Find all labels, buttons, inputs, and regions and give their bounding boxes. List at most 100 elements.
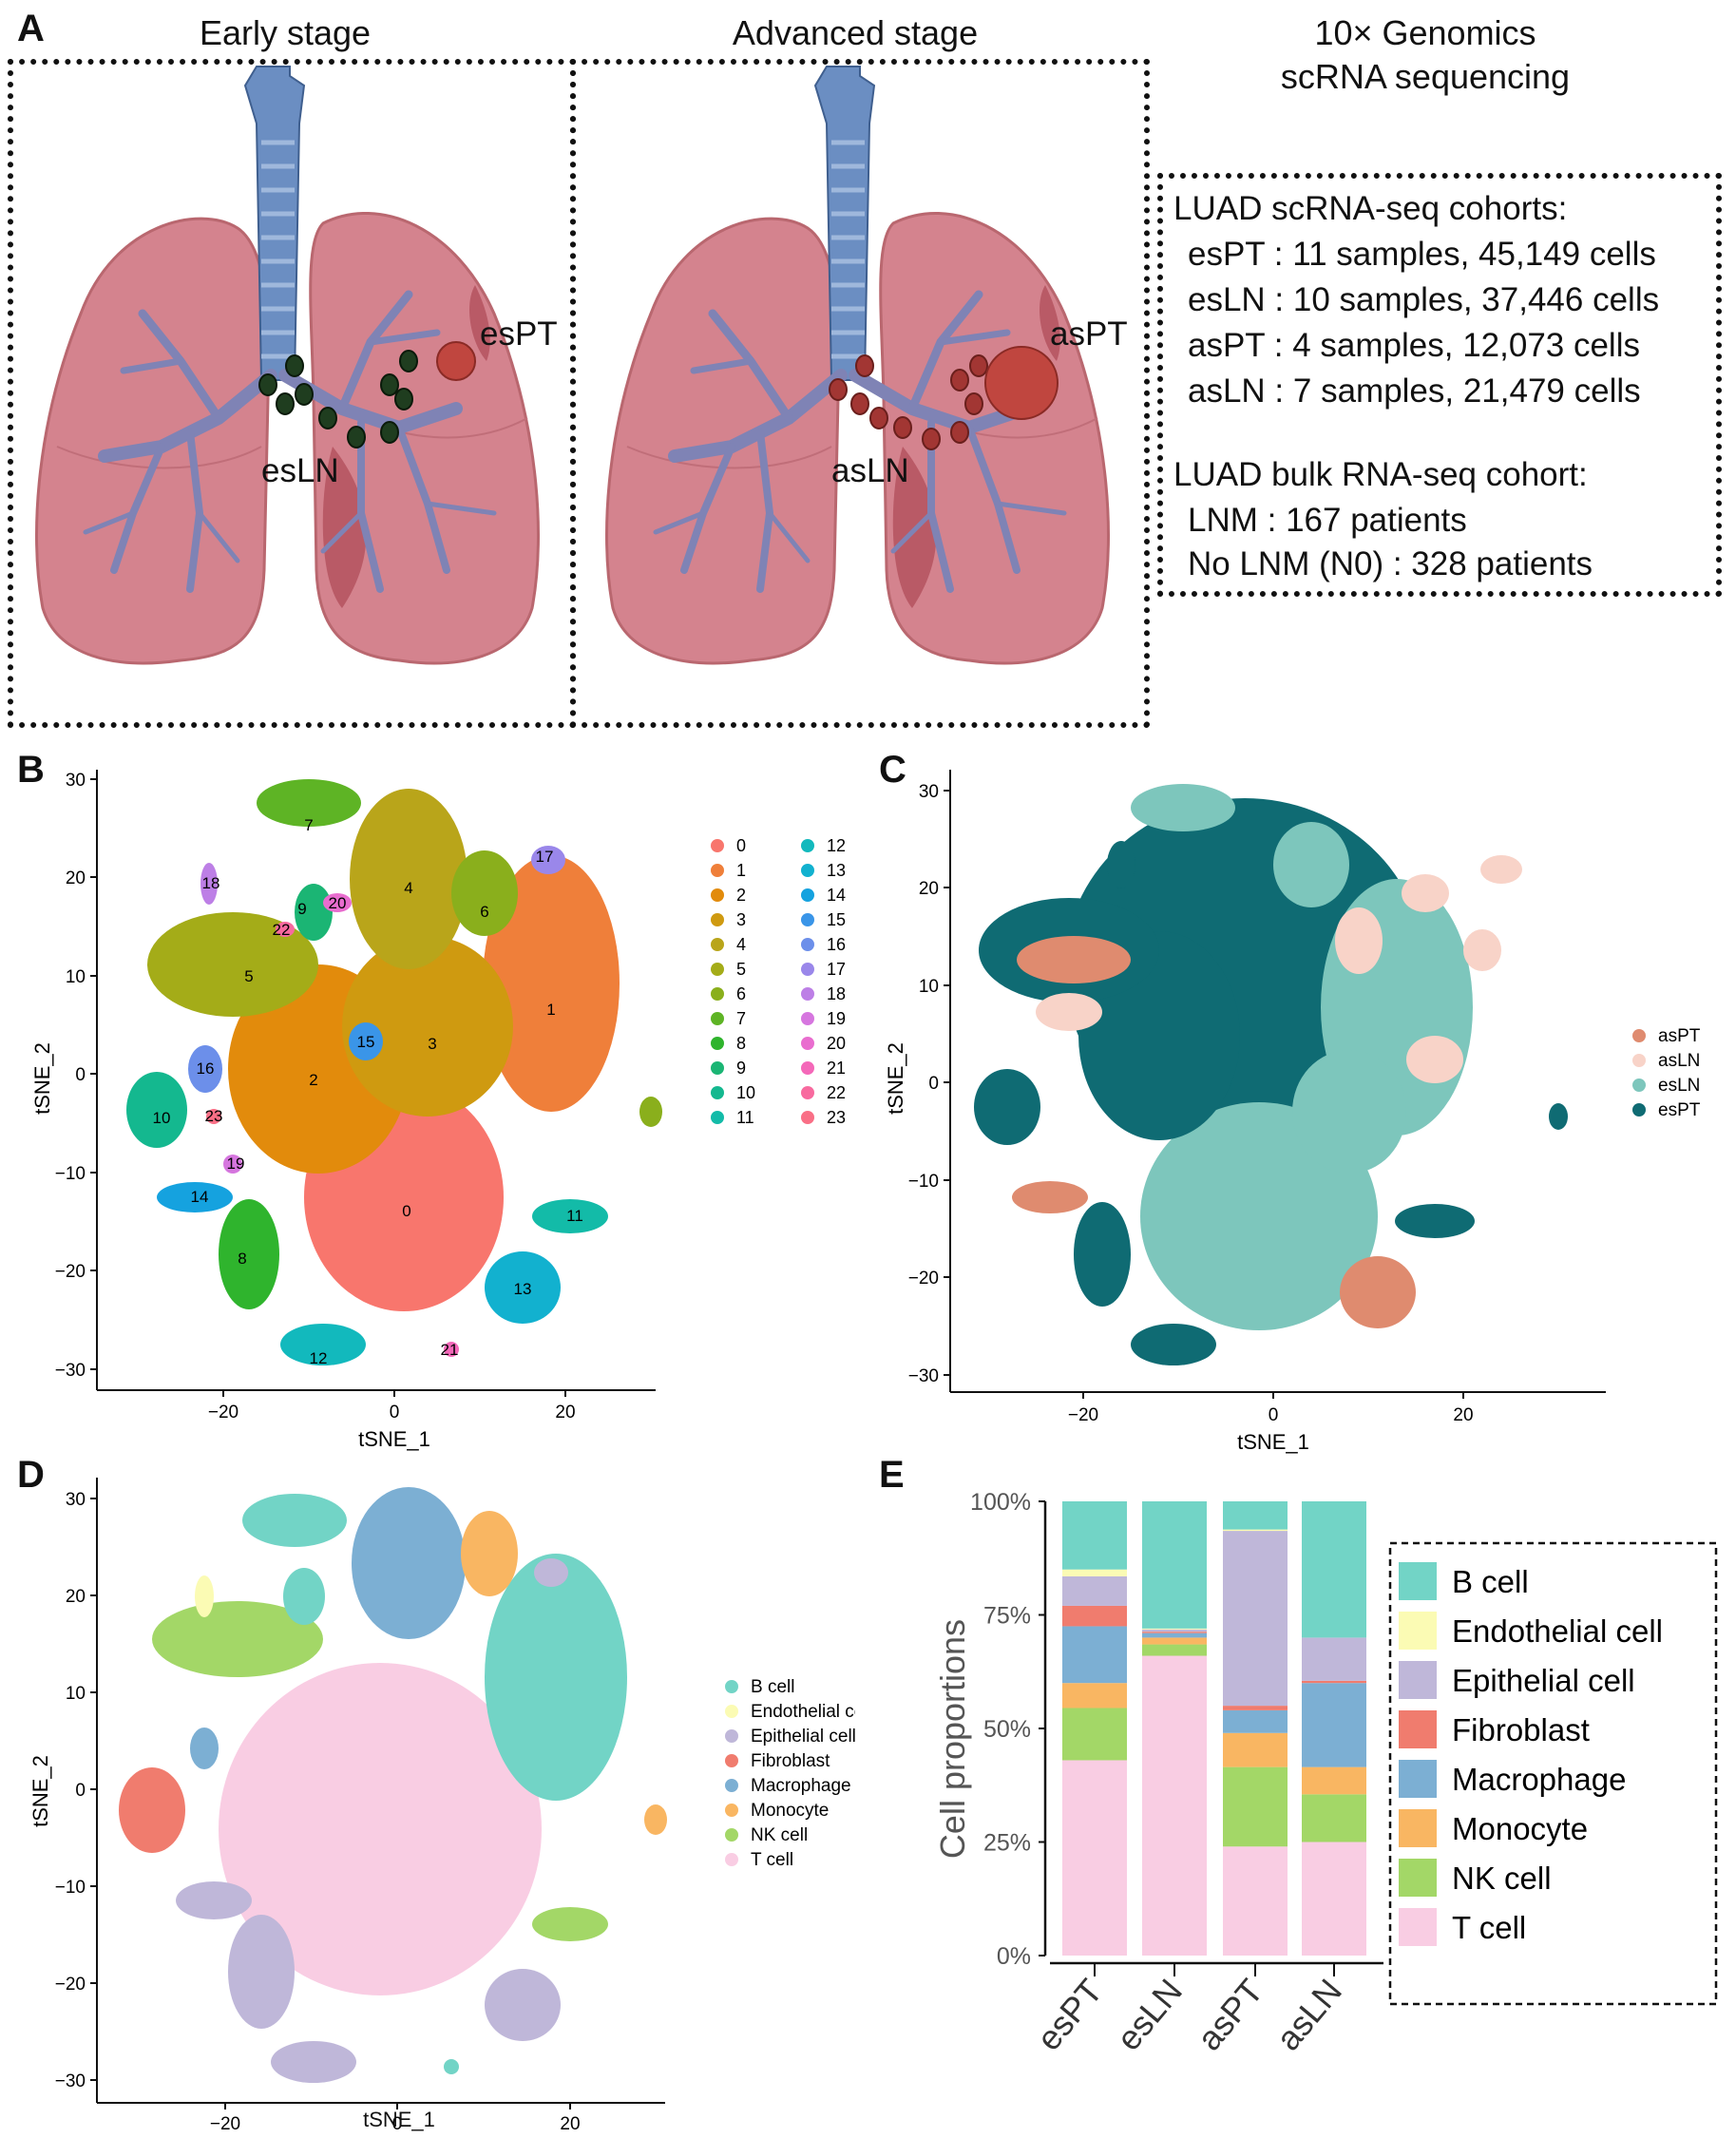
- legend-label: 3: [736, 910, 746, 929]
- panel-d-yticks: 30 20 10 0 −10 −20 −30: [55, 1490, 86, 2091]
- legend-label: 23: [827, 1108, 846, 1127]
- legend-swatch: [711, 1086, 724, 1099]
- xtick-label: 0: [392, 2114, 403, 2134]
- legend-label: B cell: [1452, 1564, 1529, 1599]
- cohort-info-box: [1157, 173, 1722, 597]
- advanced-stage-title: Advanced stage: [732, 13, 979, 52]
- bar-segment: [1142, 1629, 1207, 1632]
- bar-segment: [1142, 1628, 1207, 1630]
- legend-swatch: [725, 1853, 738, 1866]
- cluster-number: 17: [536, 848, 554, 866]
- xtick-label: 20: [1453, 1405, 1473, 1425]
- panel-d-ylabel: tSNE_2: [29, 1755, 52, 1827]
- panel-d-tsne: 30 20 10 0 −10 −20 −30 −20 0 20 tSNE_1 t…: [29, 1478, 855, 2134]
- legend-swatch: [1632, 1029, 1646, 1042]
- bar-segment: [1062, 1605, 1127, 1627]
- xtick-label: asPT: [1190, 1972, 1270, 2058]
- legend-label: 16: [827, 935, 846, 954]
- legend-label: Macrophage: [1452, 1762, 1626, 1797]
- legend-label: esLN: [1658, 1076, 1700, 1096]
- cluster-number: 16: [197, 1059, 215, 1078]
- legend-swatch: [711, 839, 724, 852]
- legend-swatch: [1399, 1661, 1437, 1699]
- legend-label: B cell: [751, 1677, 794, 1697]
- legend-swatch: [801, 1061, 814, 1075]
- legend-label: Epithelial cell: [751, 1727, 855, 1747]
- legend-swatch: [711, 1111, 724, 1124]
- cluster-number: 12: [310, 1349, 328, 1367]
- ytick-label: 20: [919, 879, 939, 899]
- legend-label: 5: [736, 960, 746, 979]
- legend-label: 14: [827, 886, 846, 905]
- panel-b-blobs: [126, 779, 662, 1365]
- tech-title-line1: 10× Genomics: [1314, 13, 1536, 52]
- panel-b-label: B: [17, 749, 45, 791]
- bar-segment: [1062, 1569, 1127, 1576]
- panel-c-xlabel: tSNE_1: [1237, 1430, 1309, 1454]
- legend-label: NK cell: [1452, 1861, 1552, 1896]
- ytick-label: −20: [55, 1262, 86, 1282]
- xtick-label: −20: [208, 1403, 238, 1422]
- cluster-number: 15: [357, 1033, 375, 1051]
- legend-swatch: [1399, 1760, 1437, 1798]
- bar-segment: [1142, 1637, 1207, 1645]
- cohort-line: LUAD scRNA-seq cohorts:: [1173, 190, 1568, 227]
- legend-label: NK cell: [751, 1825, 808, 1845]
- bar-segment: [1062, 1501, 1127, 1570]
- panel-c-axes: [944, 770, 1606, 1399]
- cluster-number: 1: [546, 1001, 555, 1019]
- legend-swatch: [801, 963, 814, 976]
- xtick-label: 0: [390, 1403, 400, 1422]
- legend-label: 19: [827, 1009, 846, 1028]
- panel-c-label: C: [879, 749, 906, 791]
- ytick-label: 25%: [983, 1830, 1031, 1857]
- cohort-line: asPT : 4 samples, 12,073 cells: [1188, 327, 1640, 364]
- cluster-number: 4: [404, 879, 412, 897]
- legend-label: T cell: [1452, 1910, 1526, 1945]
- bar-segment: [1062, 1760, 1127, 1956]
- ytick-label: 0: [75, 1781, 86, 1801]
- ytick-label: 10: [66, 1684, 86, 1704]
- legend-label: 10: [736, 1083, 755, 1102]
- xtick-label: asLN: [1269, 1972, 1349, 2058]
- legend-label: Monocyte: [751, 1801, 829, 1821]
- cluster-number: 19: [227, 1155, 245, 1173]
- xtick-label: 20: [555, 1403, 575, 1422]
- legend-label: 9: [736, 1059, 746, 1078]
- legend-swatch: [1399, 1809, 1437, 1847]
- ytick-label: 0%: [997, 1943, 1031, 1970]
- legend-label: 12: [827, 836, 846, 855]
- legend-label: 2: [736, 886, 746, 905]
- panel-b-yticks: 30 20 10 0 −10 −20 −30: [55, 771, 86, 1381]
- ytick-label: 30: [919, 782, 939, 802]
- ytick-label: 50%: [983, 1716, 1031, 1743]
- panel-d-label: D: [17, 1454, 45, 1496]
- cluster-number: 3: [428, 1035, 436, 1053]
- legend-swatch: [1399, 1612, 1437, 1650]
- bar-segment: [1302, 1637, 1366, 1681]
- panel-b-axes: [90, 770, 656, 1397]
- bar-segment: [1223, 1531, 1288, 1707]
- cohort-line: asLN : 7 samples, 21,479 cells: [1188, 372, 1641, 410]
- legend-swatch: [801, 938, 814, 951]
- legend-label: 20: [827, 1034, 846, 1053]
- cluster-number: 0: [402, 1202, 410, 1220]
- early-stage-title: Early stage: [199, 13, 372, 52]
- ytick-label: 30: [66, 771, 86, 791]
- xtick-label: −20: [210, 2114, 240, 2134]
- bar-segment: [1223, 1846, 1288, 1956]
- bar-segment: [1223, 1501, 1288, 1530]
- cohort-line: esPT : 11 samples, 45,149 cells: [1188, 236, 1656, 273]
- legend-label: 6: [736, 984, 746, 1003]
- legend-swatch: [801, 1111, 814, 1124]
- ytick-label: 10: [919, 977, 939, 997]
- cluster-number: 23: [205, 1107, 223, 1125]
- panel-e-label: E: [879, 1454, 905, 1496]
- legend-swatch: [801, 839, 814, 852]
- panel-c-legend: asPT asLN esLN esPT: [1632, 1026, 1701, 1120]
- legend-label: Fibroblast: [751, 1751, 830, 1771]
- legend-swatch: [801, 1086, 814, 1099]
- lung-illustrations: [0, 0, 1154, 732]
- cohort-line: esLN : 10 samples, 37,446 cells: [1188, 281, 1660, 318]
- panel-c-tsne: 30 20 10 0 −10 −20 −30 −20 0 20 tSNE_1 t…: [884, 770, 1701, 1454]
